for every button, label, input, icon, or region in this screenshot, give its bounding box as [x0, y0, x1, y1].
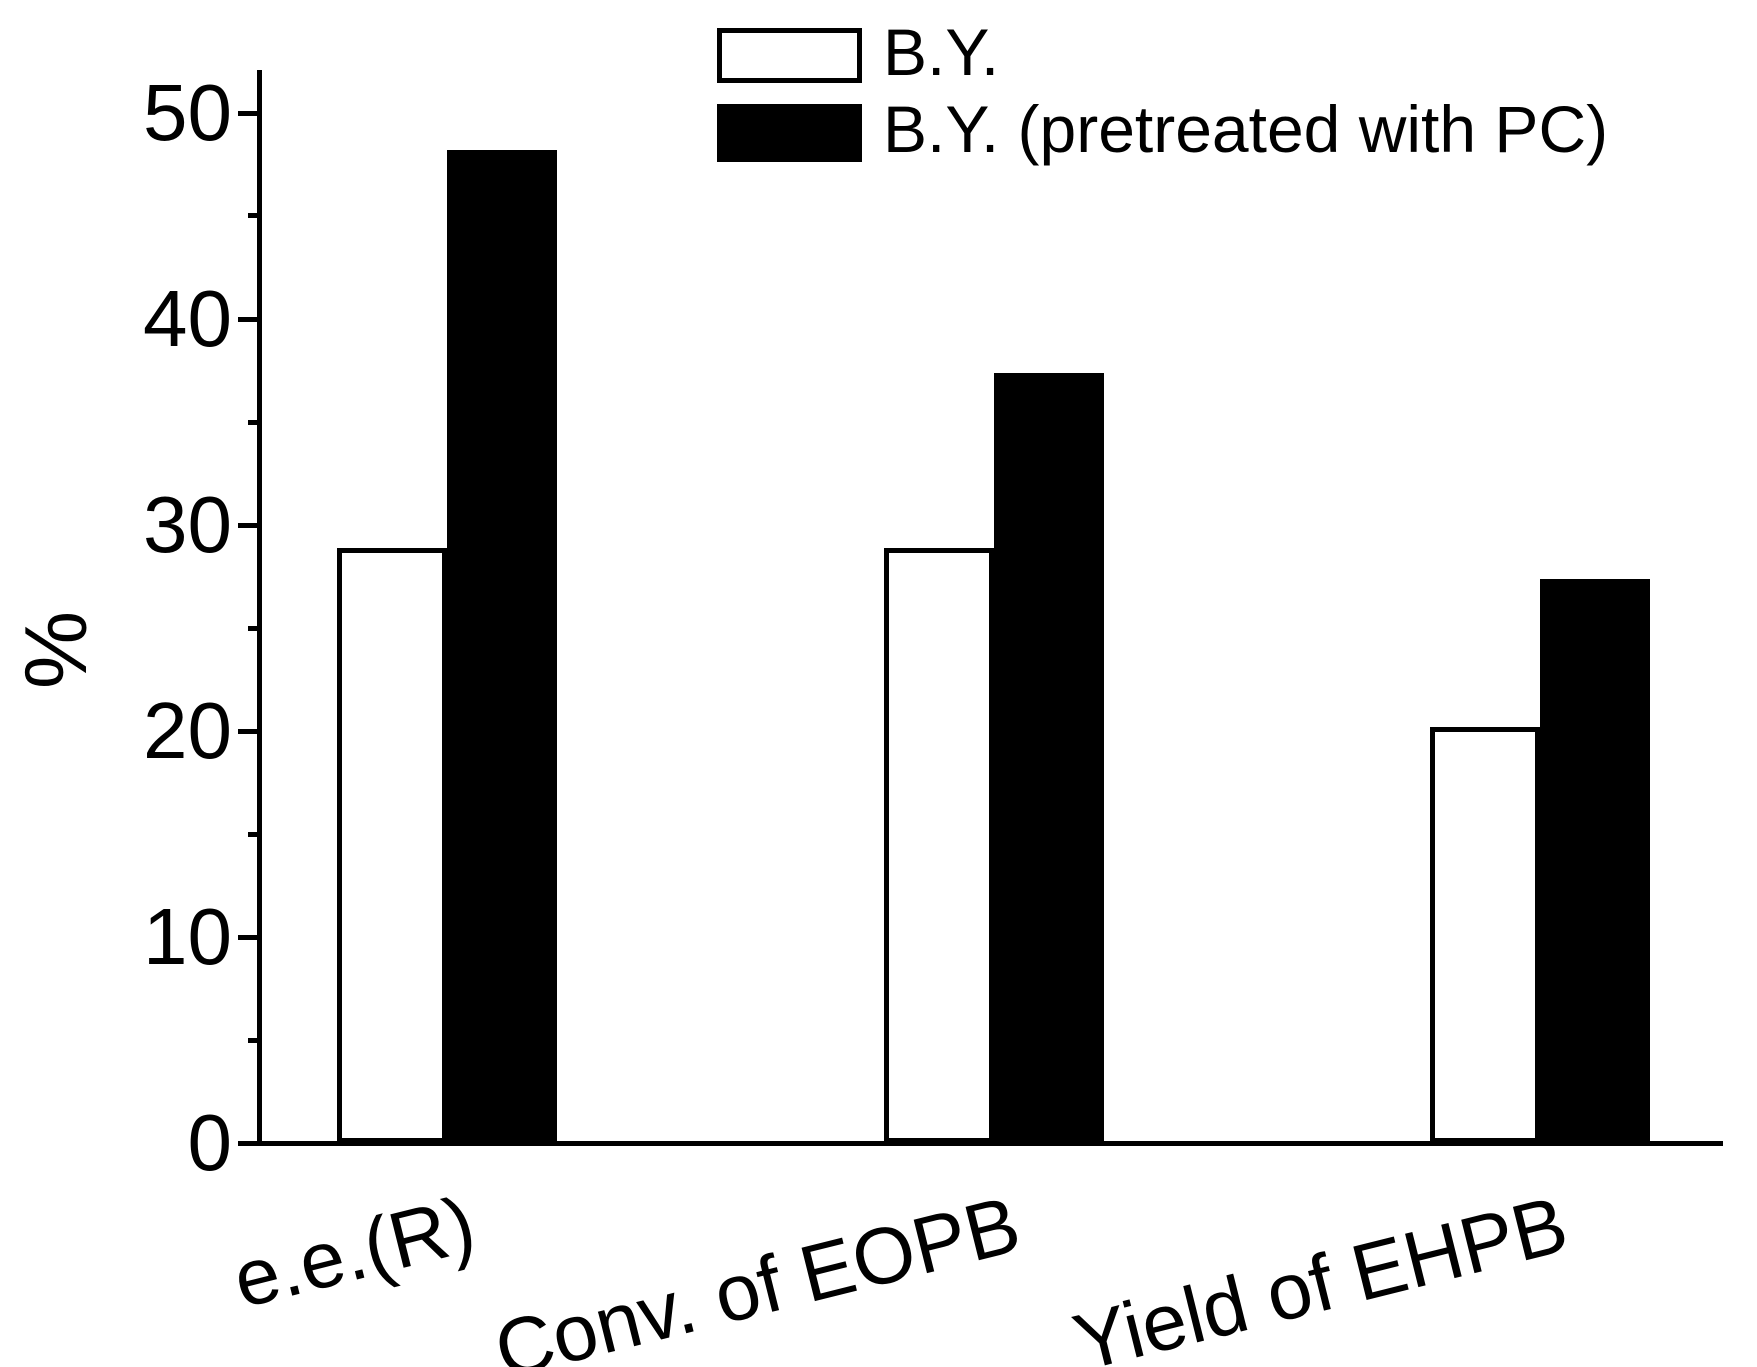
- x-axis-line: [257, 1141, 1723, 1146]
- y-axis-minor-tick: [248, 626, 262, 631]
- y-axis-tick-label: 40: [143, 274, 232, 363]
- bar-series0-cat1: [884, 548, 994, 1143]
- x-axis-category-label: Conv. of EOPB: [486, 1179, 1029, 1367]
- bar-series1-cat0: [447, 150, 557, 1143]
- y-axis-major-tick: [238, 317, 262, 322]
- y-axis-tick-label: 50: [143, 68, 232, 157]
- y-axis-major-tick: [238, 1141, 262, 1146]
- y-axis-tick-label: 20: [143, 686, 232, 775]
- legend-label-1: B.Y. (pretreated with PC): [883, 92, 1609, 166]
- y-axis-tick-label: 30: [143, 480, 232, 569]
- bar-series1-cat2: [1540, 579, 1650, 1143]
- y-axis-tick-label: 10: [143, 892, 232, 981]
- y-axis-minor-tick: [248, 832, 262, 837]
- bar-series0-cat2: [1430, 727, 1540, 1143]
- y-axis-minor-tick: [248, 213, 262, 218]
- y-axis-major-tick: [238, 523, 262, 528]
- y-axis-line: [257, 70, 262, 1146]
- y-axis-minor-tick: [248, 420, 262, 425]
- legend-swatch-1: [717, 104, 862, 162]
- bar-series1-cat1: [994, 373, 1104, 1143]
- x-axis-category-label: Yield of EHPB: [1065, 1179, 1576, 1367]
- y-axis-major-tick: [238, 935, 262, 940]
- y-axis-tick-label: 0: [187, 1098, 233, 1187]
- y-axis-major-tick: [238, 111, 262, 116]
- y-axis-minor-tick: [248, 1038, 262, 1043]
- legend-label-0: B.Y.: [883, 15, 1000, 89]
- y-axis-major-tick: [238, 729, 262, 734]
- legend-swatch-0: [717, 28, 862, 83]
- x-axis-category-label: e.e.(R): [224, 1179, 483, 1325]
- bar-series0-cat0: [337, 548, 447, 1143]
